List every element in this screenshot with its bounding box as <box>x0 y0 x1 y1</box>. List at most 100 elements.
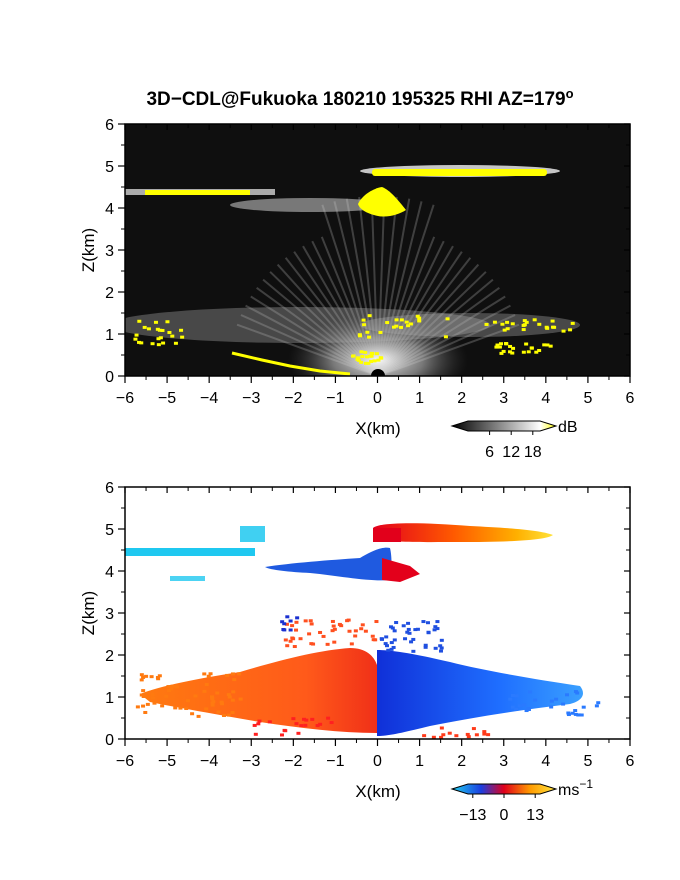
velocity-pixel <box>310 717 315 721</box>
velocity-pixel <box>160 704 165 708</box>
velocity-pixel <box>384 635 389 639</box>
velocity-pixel <box>405 630 410 634</box>
x-tick-label: 0 <box>373 390 382 407</box>
velocity-pixel <box>145 702 150 706</box>
x-tick-label: 3 <box>499 753 508 770</box>
top-echo-field <box>125 124 630 376</box>
velocity-pixel <box>439 638 444 642</box>
velocity-pixel <box>482 732 487 736</box>
echo-pixel <box>161 341 166 345</box>
x-tick-label: −3 <box>242 753 260 770</box>
db-colorbar-label: dB <box>558 419 578 436</box>
top-left-layer-peak <box>145 190 250 195</box>
top-haze-right <box>360 313 580 337</box>
velocity-pixel <box>206 674 211 678</box>
echo-pixel <box>484 322 489 326</box>
y-tick-label: 0 <box>105 369 114 386</box>
echo-pixel <box>180 335 185 339</box>
velocity-pixel <box>415 627 420 631</box>
echo-pixel <box>134 333 139 337</box>
velocity-pixel <box>230 698 235 702</box>
top-mid-haze <box>230 198 390 212</box>
echo-pixel <box>378 330 383 334</box>
velocity-pixel <box>231 690 236 694</box>
velocity-pixel <box>164 694 169 698</box>
echo-pixel <box>385 321 390 325</box>
velocity-pixel <box>285 615 290 619</box>
velocity-pixel <box>566 713 571 717</box>
echo-pixel <box>537 322 542 326</box>
velocity-pixel <box>321 634 326 638</box>
colorbar-tick-label: 13 <box>526 807 544 824</box>
velocity-colorbar <box>450 783 558 795</box>
echo-pixel <box>510 322 515 326</box>
echo-pixel <box>170 334 175 338</box>
velocity-pixel <box>554 697 559 701</box>
velocity-pixel <box>331 624 336 628</box>
echo-pixel <box>133 337 138 341</box>
velocity-pixel <box>288 628 293 632</box>
velocity-pixel <box>514 694 519 698</box>
echo-pixel <box>545 343 550 347</box>
velocity-pixel <box>486 733 491 737</box>
velocity-pixel <box>141 675 146 679</box>
velocity-pixel <box>332 627 337 631</box>
top-colorbar: dB 6 12 18 <box>450 419 578 461</box>
velocity-pixel <box>332 640 337 644</box>
velocity-pixel <box>232 678 237 682</box>
db-colorbar-ticks: 6 12 18 <box>485 431 542 461</box>
velocity-pixel <box>230 672 235 676</box>
echo-pixel <box>361 318 366 322</box>
velocity-pixel <box>413 628 418 632</box>
velocity-pixel <box>379 637 384 641</box>
velocity-pixel <box>257 719 262 723</box>
velocity-pixel <box>238 697 243 701</box>
echo-pixel <box>417 316 422 320</box>
velocity-pixel <box>576 713 581 717</box>
velocity-pixel <box>522 703 527 707</box>
velocity-pixel <box>594 704 599 708</box>
velocity-pixel <box>309 622 314 626</box>
velocity-pixel <box>204 707 209 711</box>
velocity-pixel <box>184 707 189 711</box>
x-tick-label: 5 <box>583 753 592 770</box>
velocity-pixel <box>406 621 411 625</box>
echo-pixel <box>534 350 539 354</box>
velocity-pixel <box>524 709 529 713</box>
velocity-pixel <box>474 733 479 737</box>
velocity-pixel <box>549 705 554 709</box>
velocity-pixel <box>267 720 272 724</box>
velocity-pixel <box>202 672 207 676</box>
velocity-pixel <box>294 628 299 632</box>
echo-pixel <box>372 359 377 363</box>
echo-pixel <box>374 352 379 356</box>
bottom-colorbar: ms−1 −13 0 13 <box>450 777 593 824</box>
velocity-pixel <box>288 619 293 623</box>
velocity-pixel <box>226 713 231 717</box>
velocity-pixel <box>193 694 198 698</box>
velocity-pixel <box>139 678 144 682</box>
velocity-pixel <box>190 712 195 716</box>
x-tick-label: 0 <box>373 753 382 770</box>
echo-pixel <box>399 318 404 322</box>
echo-pixel <box>391 325 396 329</box>
velocity-pixel <box>318 630 323 634</box>
velocity-pixel <box>144 674 149 678</box>
echo-pixel <box>417 319 422 323</box>
velocity-colorbar-ticks: −13 0 13 <box>459 794 544 824</box>
velocity-pixel <box>330 619 335 623</box>
velocity-pixel <box>166 689 171 693</box>
velocity-pixel <box>471 727 476 731</box>
velocity-pixel <box>326 716 331 720</box>
echo-pixel <box>521 350 526 354</box>
velocity-pixel <box>581 705 586 709</box>
x-tick-label: −5 <box>158 390 176 407</box>
echo-pixel <box>537 348 542 352</box>
echo-pixel <box>153 320 158 324</box>
velocity-pixel <box>374 620 379 624</box>
echo-pixel <box>504 342 509 346</box>
velocity-pixel <box>208 672 213 676</box>
y-tick-label: 5 <box>105 522 114 539</box>
y-tick-label: 2 <box>105 285 114 302</box>
x-tick-label: 2 <box>457 753 466 770</box>
